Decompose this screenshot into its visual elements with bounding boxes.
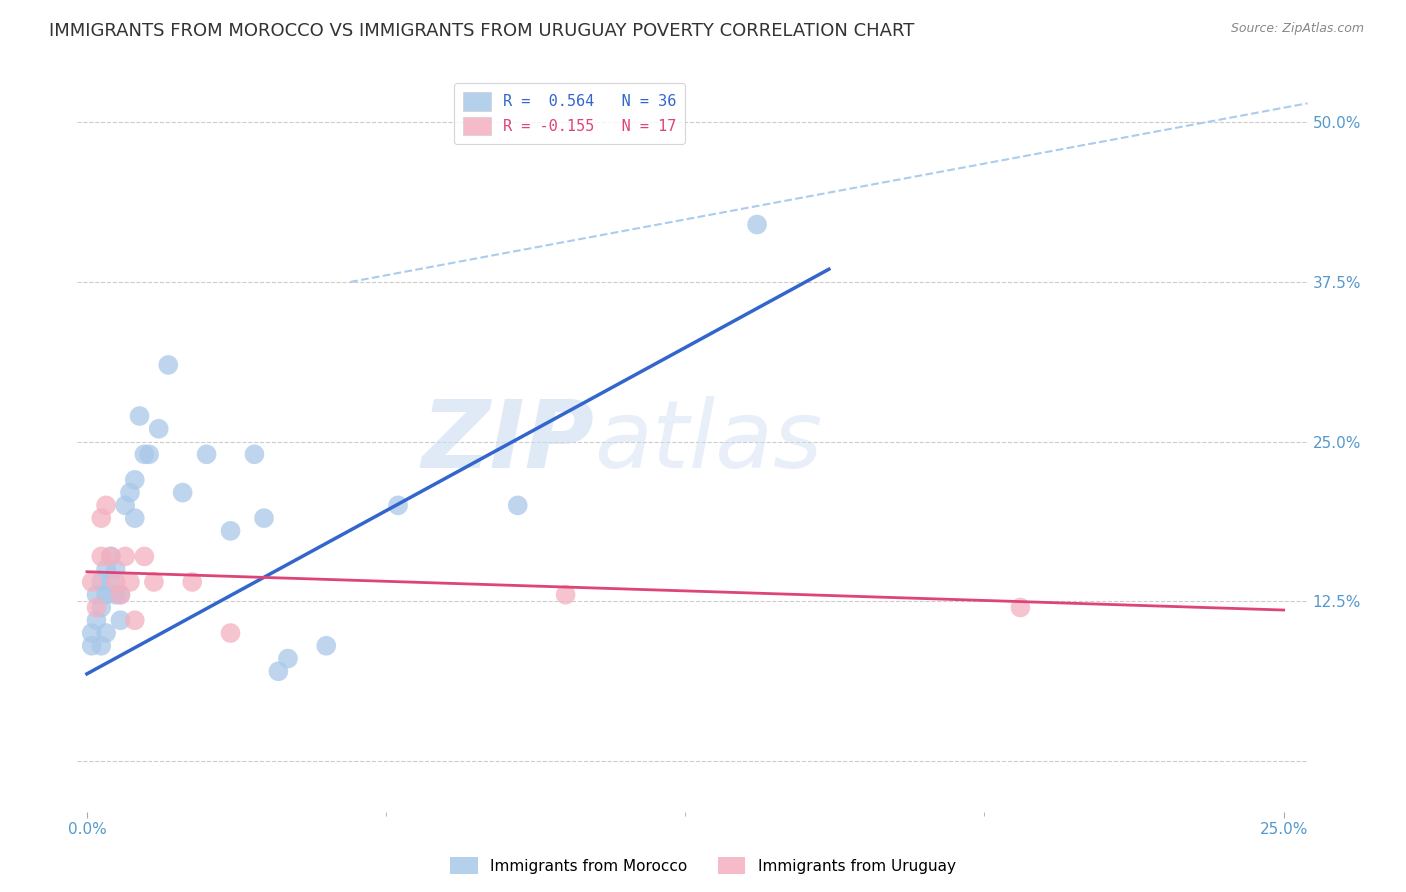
Point — [243, 447, 266, 461]
Point — [114, 549, 136, 564]
Point — [100, 549, 122, 564]
Point — [90, 639, 112, 653]
Point — [118, 485, 141, 500]
Point — [134, 447, 156, 461]
Point — [554, 588, 576, 602]
Point — [181, 574, 204, 589]
Point — [86, 588, 108, 602]
Point — [138, 447, 160, 461]
Point — [90, 574, 112, 589]
Text: IMMIGRANTS FROM MOROCCO VS IMMIGRANTS FROM URUGUAY POVERTY CORRELATION CHART: IMMIGRANTS FROM MOROCCO VS IMMIGRANTS FR… — [49, 22, 914, 40]
Point — [94, 588, 117, 602]
Point — [219, 524, 242, 538]
Point — [1010, 600, 1032, 615]
Point — [90, 511, 112, 525]
Point — [94, 626, 117, 640]
Point — [172, 485, 194, 500]
Point — [148, 422, 170, 436]
Point — [124, 613, 146, 627]
Point — [128, 409, 150, 423]
Point — [86, 613, 108, 627]
Point — [506, 499, 529, 513]
Point — [100, 574, 122, 589]
Point — [80, 626, 103, 640]
Point — [134, 549, 156, 564]
Point — [267, 665, 290, 679]
Point — [80, 574, 103, 589]
Text: Source: ZipAtlas.com: Source: ZipAtlas.com — [1230, 22, 1364, 36]
Point — [387, 499, 409, 513]
Point — [315, 639, 337, 653]
Point — [142, 574, 165, 589]
Text: ZIP: ZIP — [422, 395, 595, 488]
Point — [110, 588, 132, 602]
Point — [277, 651, 299, 665]
Point — [94, 562, 117, 576]
Legend: R =  0.564   N = 36, R = -0.155   N = 17: R = 0.564 N = 36, R = -0.155 N = 17 — [454, 83, 686, 145]
Point — [90, 549, 112, 564]
Point — [219, 626, 242, 640]
Point — [94, 499, 117, 513]
Point — [100, 549, 122, 564]
Point — [124, 473, 146, 487]
Point — [118, 574, 141, 589]
Point — [253, 511, 276, 525]
Point — [157, 358, 180, 372]
Point — [745, 218, 768, 232]
Text: atlas: atlas — [595, 396, 823, 487]
Point — [195, 447, 218, 461]
Point — [124, 511, 146, 525]
Legend: Immigrants from Morocco, Immigrants from Uruguay: Immigrants from Morocco, Immigrants from… — [444, 851, 962, 880]
Point — [110, 613, 132, 627]
Point — [104, 574, 127, 589]
Point — [104, 562, 127, 576]
Point — [86, 600, 108, 615]
Point — [110, 588, 132, 602]
Point — [90, 600, 112, 615]
Point — [80, 639, 103, 653]
Point — [114, 499, 136, 513]
Point — [104, 588, 127, 602]
